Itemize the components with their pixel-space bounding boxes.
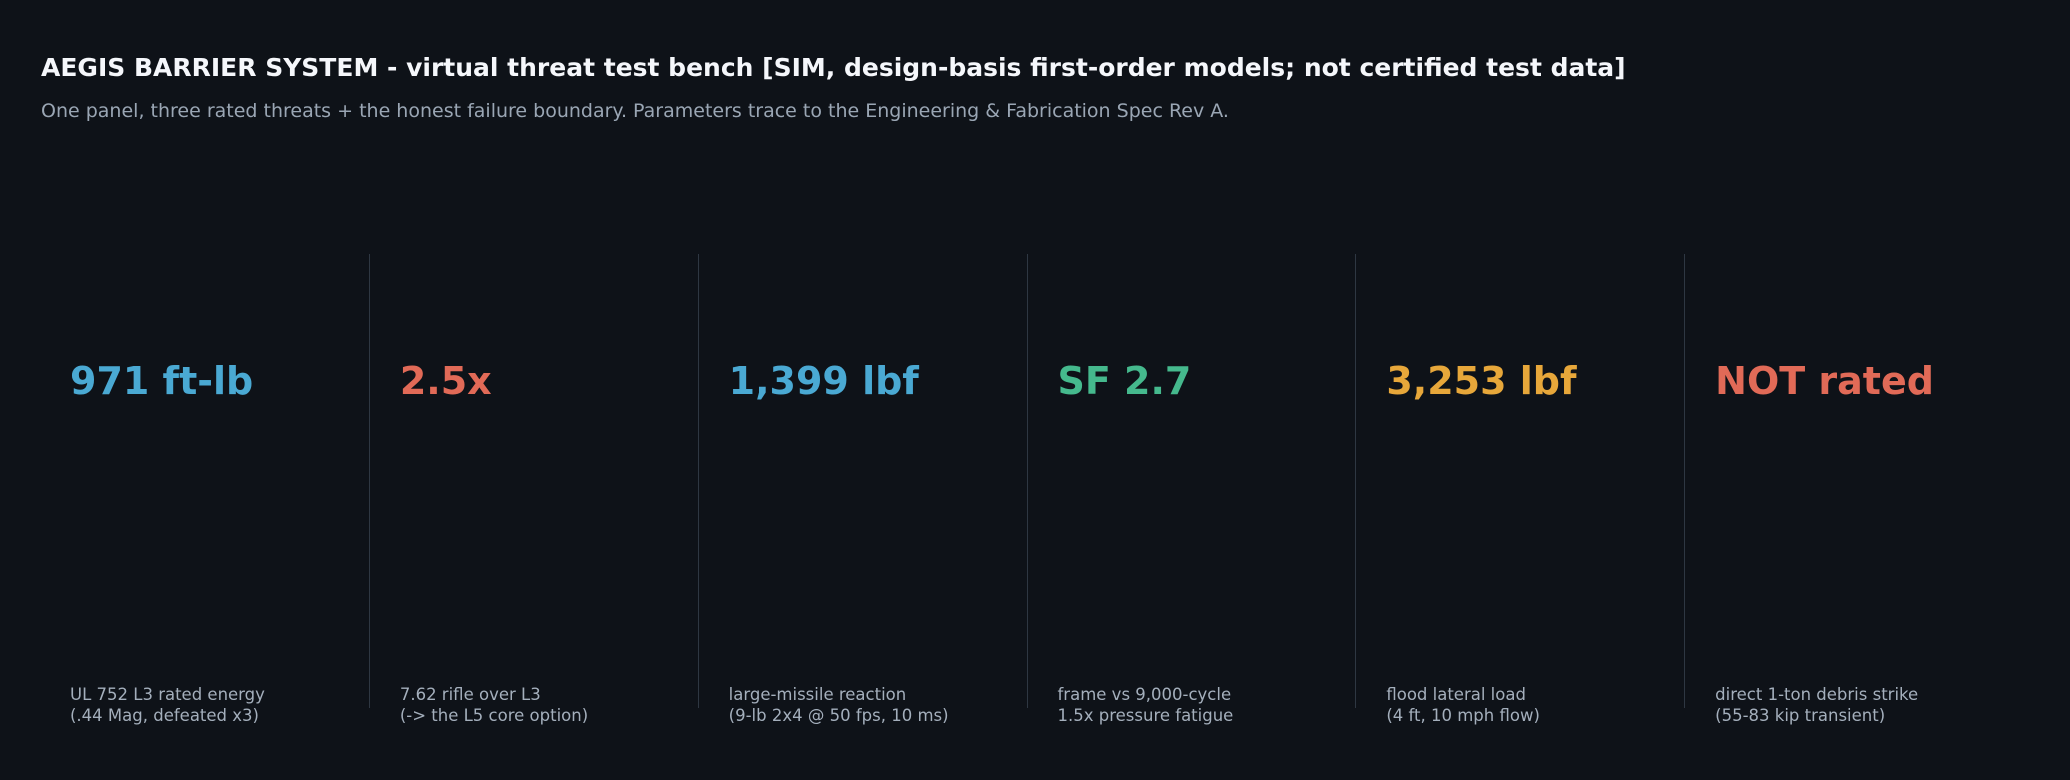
metric-value: SF 2.7: [1057, 359, 1192, 403]
metric-rated-energy: 971 ft-lb UL 752 L3 rated energy (.44 Ma…: [40, 254, 369, 725]
metric-value: NOT rated: [1715, 359, 1934, 403]
metric-caption-line: 7.62 rifle over L3: [399, 685, 541, 704]
metric-caption: UL 752 L3 rated energy (.44 Mag, defeate…: [70, 684, 265, 726]
metric-caption: direct 1-ton debris strike (55-83 kip tr…: [1715, 684, 1918, 726]
metric-caption-line: frame vs 9,000-cycle: [1057, 685, 1232, 704]
metric-value: 1,399 lbf: [728, 359, 919, 403]
metric-caption-line: (4 ft, 10 mph flow): [1386, 706, 1540, 725]
page-title: AEGIS BARRIER SYSTEM - virtual threat te…: [41, 53, 1626, 82]
metric-caption-line: (9-lb 2x4 @ 50 fps, 10 ms): [728, 706, 949, 725]
metric-flood-lateral-load: 3,253 lbf flood lateral load (4 ft, 10 m…: [1355, 254, 1684, 725]
metric-rifle-overmatch: 2.5x 7.62 rifle over L3 (-> the L5 core …: [368, 254, 698, 725]
metric-caption-line: (55-83 kip transient): [1715, 706, 1886, 725]
metric-debris-strike-limit: NOT rated direct 1-ton debris strike (55…: [1684, 254, 2013, 725]
metric-caption: flood lateral load (4 ft, 10 mph flow): [1386, 684, 1540, 726]
metric-caption-line: 1.5x pressure fatigue: [1057, 706, 1234, 725]
page-subtitle: One panel, three rated threats + the hon…: [41, 100, 1229, 122]
metric-caption-line: UL 752 L3 rated energy: [70, 685, 265, 704]
metric-caption-line: large-missile reaction: [728, 685, 907, 704]
metric-caption: 7.62 rifle over L3 (-> the L5 core optio…: [400, 684, 588, 726]
metric-value: 2.5x: [399, 359, 492, 403]
threat-metrics-row: 971 ft-lb UL 752 L3 rated energy (.44 Ma…: [40, 254, 2013, 725]
metric-frame-fatigue: SF 2.7 frame vs 9,000-cycle 1.5x pressur…: [1026, 254, 1356, 725]
metric-value: 971 ft-lb: [70, 359, 254, 403]
page-header: AEGIS BARRIER SYSTEM - virtual threat te…: [41, 50, 2031, 124]
metric-caption-line: (.44 Mag, defeated x3): [70, 706, 259, 725]
metric-caption-line: direct 1-ton debris strike: [1715, 685, 1919, 704]
metric-value: 3,253 lbf: [1386, 359, 1577, 403]
metric-caption-line: (-> the L5 core option): [399, 706, 589, 725]
metric-caption: frame vs 9,000-cycle 1.5x pressure fatig…: [1058, 684, 1234, 726]
metric-large-missile-reaction: 1,399 lbf large-missile reaction (9-lb 2…: [697, 254, 1027, 725]
metric-caption: large-missile reaction (9-lb 2x4 @ 50 fp…: [729, 684, 949, 726]
metric-caption-line: flood lateral load: [1386, 685, 1526, 704]
